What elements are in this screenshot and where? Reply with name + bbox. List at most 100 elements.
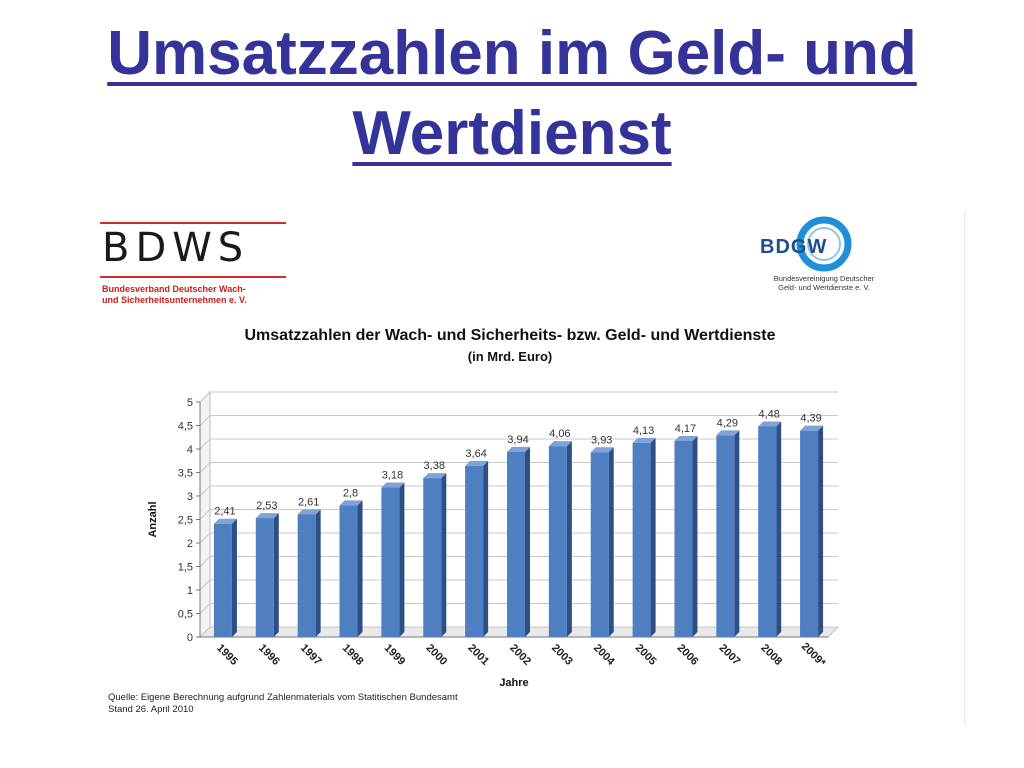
y-tick-label: 1,5	[178, 562, 193, 574]
bar-top	[297, 509, 321, 515]
chart-subtitle: (in Mrd. Euro)	[467, 349, 553, 364]
y-tick-label: 2	[187, 538, 193, 550]
source-text: Quelle: Eigene Berechnung aufgrund Zahle…	[108, 692, 458, 703]
data-label: 2,41	[214, 506, 235, 518]
slide-title-line2: Wertdienst	[352, 99, 672, 168]
data-label: 3,38	[424, 460, 445, 472]
bdgw-logo-word: BDGW	[760, 236, 828, 258]
bdws-bottom-rule	[100, 276, 286, 278]
bar-side	[399, 482, 405, 637]
y-gridline-side	[199, 485, 211, 497]
data-label: 4,13	[633, 425, 654, 437]
bar-top	[590, 447, 614, 453]
y-gridline-side	[199, 626, 211, 638]
bar-top	[548, 441, 572, 447]
x-tick-label: 2000	[423, 642, 449, 668]
bar	[381, 487, 400, 637]
x-tick-label: 2006	[675, 642, 701, 668]
bdgw-sub-line1: Bundesvereinigung Deutscher	[773, 274, 875, 283]
x-tick-label: 1996	[256, 642, 282, 668]
data-label: 4,29	[717, 417, 738, 429]
bdgw-sub-line2: Geld- und Wertdienste e. V.	[778, 283, 870, 292]
bar-side	[818, 425, 824, 637]
y-tick-label: 2,5	[178, 515, 193, 527]
bar	[800, 430, 819, 637]
bar-side	[315, 509, 321, 637]
bar-top	[716, 430, 740, 436]
bar-side	[650, 437, 656, 637]
y-axis-title: Anzahl	[147, 501, 159, 537]
bar-top	[674, 436, 698, 442]
y-tick-label: 3,5	[178, 468, 193, 480]
bar-side	[273, 513, 279, 637]
y-gridline-side	[199, 556, 211, 567]
bar	[758, 426, 777, 637]
bar-side	[231, 518, 237, 637]
bdws-top-rule	[100, 222, 286, 224]
source-date: Stand 26. April 2010	[108, 704, 194, 715]
bdws-logo-word: BDWS	[102, 225, 250, 271]
data-label: 4,17	[675, 423, 696, 435]
bar	[716, 435, 735, 637]
bar-top	[800, 425, 824, 431]
bar-top	[339, 500, 363, 506]
bdgw-logo-subtitle: Bundesvereinigung Deutscher Geld- und We…	[754, 274, 894, 292]
x-tick-label: 2004	[591, 642, 617, 668]
y-gridline-side	[199, 532, 211, 544]
y-gridline-side	[199, 391, 211, 403]
data-label: 4,06	[549, 428, 570, 440]
bar-top	[423, 473, 447, 479]
bar-side	[776, 421, 782, 637]
bar-top	[465, 460, 489, 466]
bar-side	[357, 500, 363, 637]
x-tick-label: 2002	[507, 642, 533, 668]
x-tick-label: 2005	[633, 642, 659, 668]
chart-title: Umsatzzahlen der Wach- und Sicherheits- …	[244, 327, 776, 344]
bdws-sub-line1: Bundesverband Deutscher Wach-	[102, 284, 246, 294]
x-tick-label: 1999	[382, 642, 408, 668]
y-tick-label: 0,5	[178, 609, 193, 621]
x-tick-label: 2007	[717, 642, 743, 668]
bar-top	[381, 482, 405, 488]
bar-side	[566, 441, 572, 637]
chart-panel: BDWS Bundesverband Deutscher Wach- und S…	[90, 212, 965, 724]
y-gridline-side	[199, 603, 211, 614]
bar-chart: 00,511,522,533,544,552,4119952,5319962,6…	[147, 390, 840, 689]
data-label: 2,53	[256, 500, 277, 512]
y-gridline-side	[199, 579, 211, 591]
bdws-sub-line2: und Sicherheitsunternehmen e. V.	[102, 295, 247, 305]
bdgw-logo: BDGW Bundesvereinigung Deutscher Geld- u…	[754, 216, 894, 306]
bar-side	[525, 446, 530, 637]
data-label: 3,93	[591, 434, 612, 446]
y-tick-label: 1	[187, 585, 193, 597]
bar-side	[692, 436, 698, 637]
bar-top	[213, 518, 237, 524]
slide-title-line1: Umsatzzahlen im Geld- und	[107, 19, 917, 88]
y-tick-label: 0	[187, 632, 193, 644]
x-tick-label: 2008	[758, 642, 784, 668]
x-axis-title: Jahre	[499, 677, 528, 689]
bdws-logo: BDWS Bundesverband Deutscher Wach- und S…	[98, 218, 288, 308]
y-tick-label: 5	[187, 397, 193, 409]
bdws-logo-subtitle: Bundesverband Deutscher Wach- und Sicher…	[102, 284, 292, 306]
bar	[339, 505, 358, 637]
y-gridline-side	[199, 462, 211, 473]
data-label: 3,64	[465, 448, 486, 460]
y-gridline-side	[199, 438, 211, 450]
y-tick-label: 3	[187, 491, 193, 503]
x-tick-label: 1995	[214, 642, 240, 668]
bar	[465, 465, 484, 637]
bar	[507, 451, 525, 637]
bar	[548, 446, 567, 637]
data-label: 4,39	[800, 413, 821, 425]
slide-title: Umsatzzahlen im Geld- und Wertdienst	[0, 14, 1024, 174]
x-tick-label: 1998	[340, 642, 366, 668]
bar-top	[255, 513, 279, 519]
bar	[297, 514, 316, 637]
y-gridline-side	[199, 509, 211, 520]
y-tick-label: 4	[187, 444, 193, 456]
bar-top	[507, 446, 530, 452]
bar-side	[441, 473, 447, 637]
bar	[213, 523, 232, 637]
x-tick-label: 1997	[298, 642, 324, 668]
